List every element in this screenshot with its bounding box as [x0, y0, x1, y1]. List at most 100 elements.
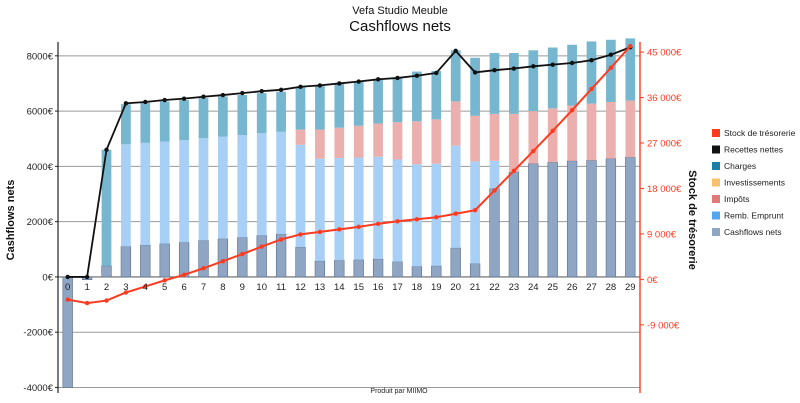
point-stock-de-tr-sorerie — [569, 107, 575, 113]
x-tick-label: 22 — [489, 282, 500, 293]
point-recettes-nettes — [453, 48, 458, 54]
point-recettes-nettes — [104, 147, 109, 152]
bar-imp-ts — [470, 115, 480, 162]
point-recettes-nettes — [162, 97, 167, 103]
bar-charges — [586, 41, 597, 104]
point-stock-de-tr-sorerie — [608, 65, 614, 70]
x-tick-label: 9 — [240, 282, 245, 293]
point-stock-de-tr-sorerie — [589, 86, 594, 92]
x-tick-label: 7 — [201, 282, 206, 293]
x-tick-label: 25 — [547, 282, 558, 293]
point-recettes-nettes — [434, 70, 439, 76]
point-recettes-nettes — [589, 58, 594, 63]
x-tick-label: 15 — [353, 282, 364, 293]
y2-axis-title: Stock de trésorerie — [686, 170, 698, 270]
point-stock-de-tr-sorerie — [337, 227, 342, 232]
x-tick-label: 19 — [431, 282, 442, 293]
bar-remb-emprunt — [450, 145, 461, 248]
y-tick-label: 4000€ — [27, 162, 54, 173]
point-stock-de-tr-sorerie — [550, 128, 555, 134]
bar-imp-ts — [547, 108, 558, 163]
x-tick-label: 26 — [567, 282, 578, 293]
x-tick-label: 4 — [143, 282, 148, 293]
bar-charges — [353, 81, 364, 126]
bar-remb-emprunt — [470, 161, 480, 264]
x-tick-label: 0 — [65, 282, 70, 293]
point-recettes-nettes — [337, 81, 342, 86]
point-stock-de-tr-sorerie — [240, 251, 245, 257]
point-recettes-nettes — [375, 77, 381, 82]
point-stock-de-tr-sorerie — [181, 272, 187, 278]
bar-cashflows-nets — [237, 237, 248, 278]
bar-remb-emprunt — [412, 164, 422, 267]
legend-swatch — [712, 211, 720, 220]
x-tick-label: 12 — [295, 282, 306, 293]
footer-note: Produit par MIIMO — [370, 388, 428, 395]
bar-charges — [606, 39, 616, 102]
legend-label: Remb. Emprunt — [724, 211, 784, 221]
legend-label: Impôts — [724, 194, 750, 204]
bar-remb-emprunt — [392, 159, 403, 262]
bar-imp-ts — [412, 121, 422, 165]
x-tick-label: 20 — [450, 282, 461, 293]
point-recettes-nettes — [395, 75, 400, 81]
bar-remb-emprunt — [256, 133, 267, 236]
point-stock-de-tr-sorerie — [104, 298, 109, 303]
bar-cashflows-nets — [217, 238, 229, 278]
legend-swatch — [712, 178, 720, 187]
point-stock-de-tr-sorerie — [298, 232, 303, 237]
bar-remb-emprunt — [140, 142, 151, 246]
bar-cashflows-nets — [256, 235, 267, 278]
point-recettes-nettes — [278, 87, 284, 93]
y-tick-label: -4000€ — [23, 383, 53, 394]
x-tick-label: 5 — [162, 282, 167, 293]
bar-cashflows-nets — [450, 247, 461, 278]
legend-swatch — [712, 228, 720, 236]
line-series — [65, 43, 633, 306]
bar-imp-ts — [528, 111, 539, 164]
bar-imp-ts — [509, 113, 519, 172]
bar-imp-ts — [353, 125, 364, 158]
point-recettes-nettes — [240, 90, 245, 96]
point-recettes-nettes — [84, 274, 90, 280]
bar-remb-emprunt — [334, 158, 345, 261]
bar-cashflows-nets — [295, 246, 306, 278]
bar-imp-ts — [567, 105, 577, 161]
bar-charges — [509, 53, 519, 114]
point-stock-de-tr-sorerie — [220, 258, 226, 264]
point-stock-de-tr-sorerie — [472, 207, 478, 213]
line-recettes-nettes — [67, 46, 631, 278]
point-recettes-nettes — [569, 60, 575, 66]
y-tick-label: -2000€ — [23, 328, 53, 339]
point-stock-de-tr-sorerie — [492, 188, 497, 193]
legend-swatch — [712, 195, 720, 203]
bar-imp-ts — [315, 129, 325, 159]
bar-remb-emprunt — [159, 141, 170, 244]
legend-swatch — [712, 145, 720, 154]
y-tick-label: 8000€ — [27, 51, 54, 62]
bar-imp-ts — [334, 127, 345, 159]
point-recettes-nettes — [123, 101, 129, 106]
bar-cashflows-nets — [353, 259, 364, 278]
point-recettes-nettes — [511, 66, 517, 71]
bar-cashflows-nets — [314, 260, 326, 278]
bar-imp-ts — [392, 122, 403, 160]
bar-imp-ts — [489, 113, 500, 161]
bar-cashflows-nets — [489, 188, 500, 278]
bar-charges — [276, 91, 286, 132]
bar-cashflows-nets — [586, 159, 597, 278]
bar-charges — [334, 83, 345, 128]
bar-remb-emprunt — [489, 160, 500, 189]
x-tick-label: 17 — [392, 282, 403, 293]
x-tick-label: 1 — [84, 282, 89, 293]
point-stock-de-tr-sorerie — [278, 237, 284, 242]
bar-charges — [373, 79, 383, 124]
bar-cashflows-nets — [625, 156, 636, 278]
point-recettes-nettes — [472, 70, 478, 75]
grid-lines — [58, 55, 640, 388]
x-tick-label: 13 — [315, 282, 326, 293]
x-tick-label: 24 — [528, 282, 539, 293]
bar-charges — [431, 71, 442, 120]
y-tick-label: 0€ — [42, 272, 53, 283]
